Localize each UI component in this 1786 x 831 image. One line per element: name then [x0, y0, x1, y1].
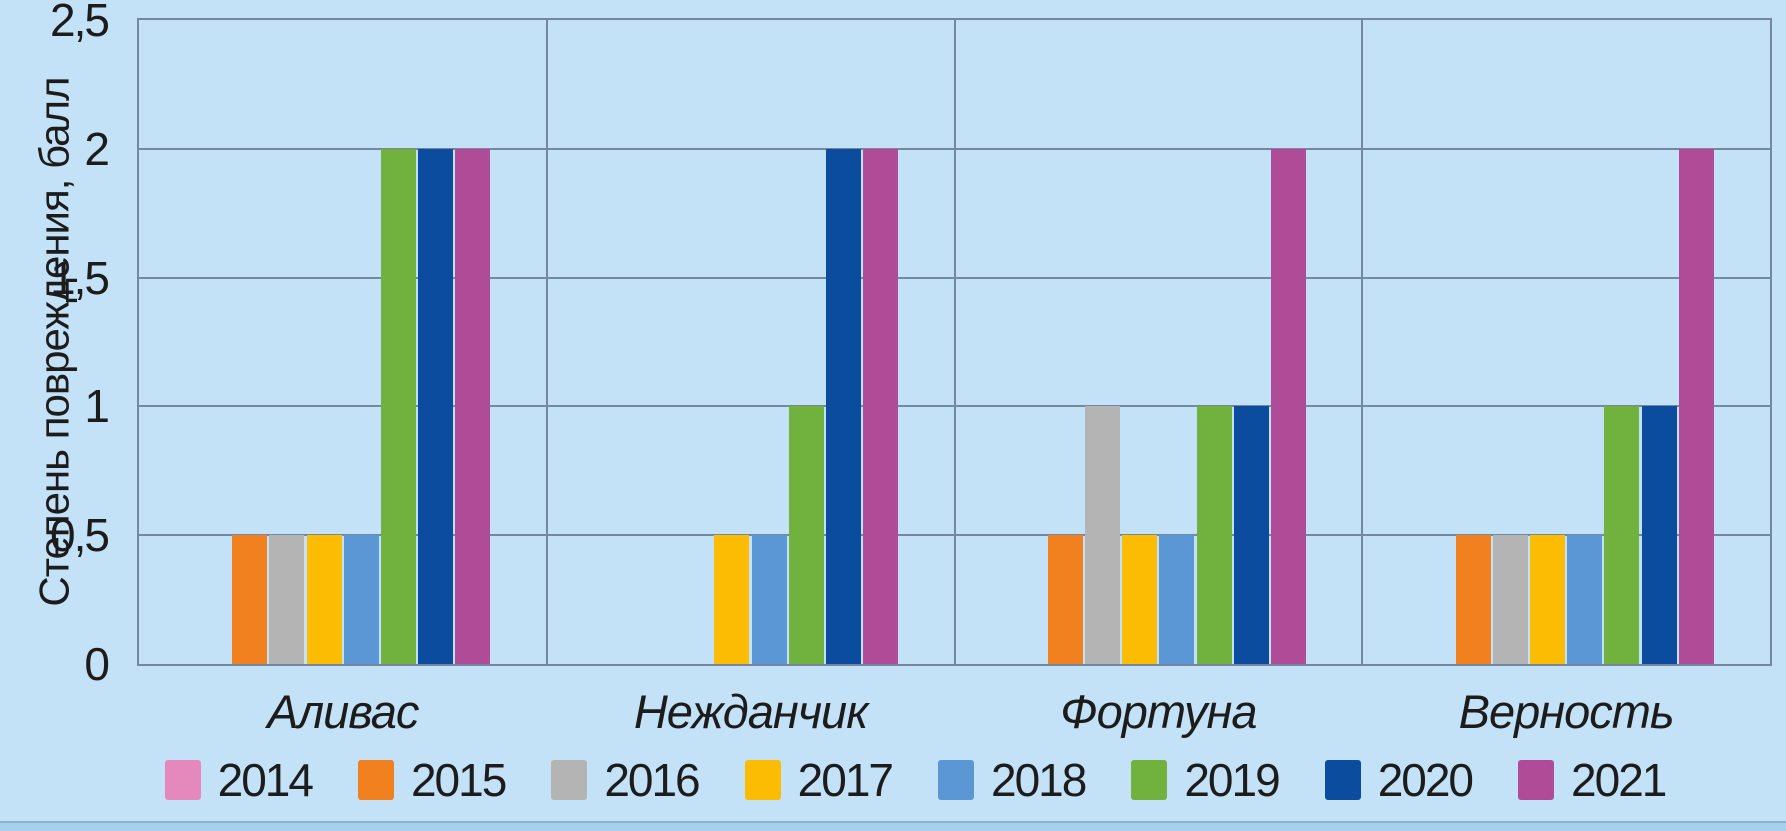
y-tick-label-1,5: 1,5 [50, 251, 110, 304]
gridline-x-2 [953, 20, 956, 664]
bar-Верность-2021 [1678, 148, 1714, 664]
bar-Фортуна-2015 [1047, 535, 1083, 664]
legend-swatch-2016 [551, 760, 588, 800]
legend-label-2018: 2018 [991, 754, 1087, 806]
legend: 2014 2015 2016 2017 2018 2019 2020 2021 [22, 752, 1786, 808]
legend-label-2016: 2016 [604, 754, 700, 806]
legend-item-2020: 2020 [1324, 752, 1474, 808]
bar-Верность-2016 [1492, 535, 1528, 664]
bar-Верность-2018 [1567, 535, 1603, 664]
bar-Аливас-2015 [232, 535, 268, 664]
legend-item-2019: 2019 [1131, 752, 1281, 808]
legend-label-2020: 2020 [1377, 754, 1474, 806]
legend-item-2018: 2018 [938, 752, 1087, 808]
gridline-x-3 [1361, 20, 1364, 664]
legend-swatch-2014 [164, 760, 201, 800]
gridline-x-1 [545, 20, 548, 664]
x-category-label-Нежданчик: Нежданчик [633, 685, 869, 738]
bar-Нежданчик-2020 [826, 148, 862, 664]
legend-swatch-2017 [744, 760, 781, 800]
bar-Фортуна-2019 [1196, 406, 1232, 664]
bar-Верность-2020 [1641, 406, 1677, 664]
y-tick-label-0: 0 [84, 638, 110, 690]
bar-Верность-2015 [1455, 535, 1491, 664]
bar-Аливас-2016 [269, 535, 305, 664]
bar-Нежданчик-2018 [751, 535, 787, 664]
bar-Аливас-2020 [418, 148, 454, 664]
legend-item-2015: 2015 [357, 752, 507, 808]
legend-swatch-2018 [938, 760, 974, 800]
bar-Фортуна-2020 [1233, 406, 1269, 664]
legend-item-2014: 2014 [164, 752, 314, 808]
bar-Нежданчик-2017 [714, 535, 750, 664]
legend-item-2021: 2021 [1518, 752, 1667, 808]
bar-Нежданчик-2019 [788, 406, 824, 664]
bottom-border-strip [0, 821, 1786, 831]
legend-swatch-2021 [1518, 760, 1555, 800]
y-tick-label-2: 2 [84, 122, 110, 175]
bar-Аливас-2019 [381, 148, 417, 664]
legend-label-2014: 2014 [217, 754, 314, 806]
bar-Фортуна-2021 [1270, 148, 1306, 664]
x-category-label-Аливас: Аливас [267, 685, 419, 738]
bar-Фортуна-2018 [1159, 535, 1195, 664]
legend-swatch-2020 [1324, 760, 1361, 800]
y-tick-label-0,5: 0,5 [50, 509, 110, 562]
bar-Верность-2017 [1529, 535, 1565, 664]
bar-Фортуна-2016 [1084, 406, 1120, 664]
legend-item-2016: 2016 [551, 752, 701, 808]
legend-label-2021: 2021 [1571, 754, 1667, 806]
y-tick-label-1: 1 [84, 380, 110, 433]
bar-Верность-2019 [1604, 406, 1640, 664]
y-tick-label-2,5: 2,5 [50, 0, 110, 46]
legend-label-2017: 2017 [797, 754, 894, 806]
legend-swatch-2015 [357, 760, 394, 800]
x-category-label-Верность: Верность [1458, 685, 1675, 738]
legend-item-2017: 2017 [744, 752, 894, 808]
x-category-label-Фортуна: Фортуна [1060, 685, 1257, 738]
legend-label-2019: 2019 [1184, 754, 1280, 806]
bar-Аливас-2018 [343, 535, 379, 664]
bar-Нежданчик-2021 [863, 148, 899, 664]
bar-Фортуна-2017 [1122, 535, 1158, 664]
bar-Аливас-2021 [455, 148, 491, 664]
y-axis-title-box: Степень повреждения, балл [22, 18, 88, 666]
bar-Аливас-2017 [306, 535, 342, 664]
legend-swatch-2019 [1131, 760, 1168, 800]
plot-area [137, 18, 1772, 666]
legend-label-2015: 2015 [410, 754, 507, 806]
